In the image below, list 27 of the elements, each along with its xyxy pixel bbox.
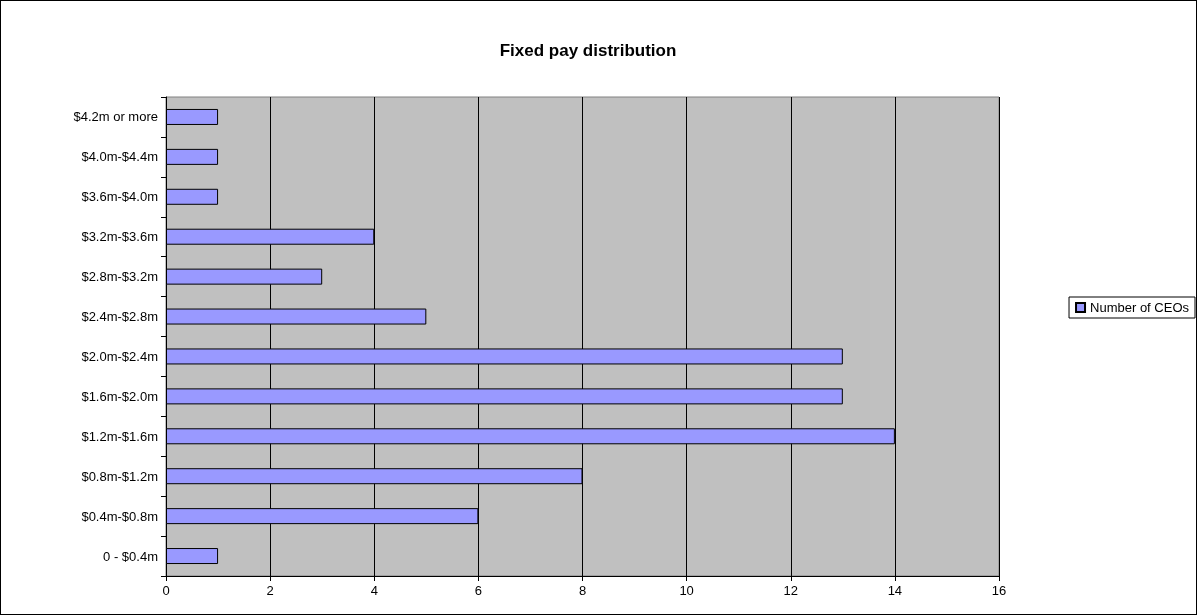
y-tick-label: $1.6m-$2.0m bbox=[81, 388, 158, 404]
x-tick-label: 2 bbox=[266, 583, 274, 598]
x-tick-label: 0 bbox=[162, 583, 170, 598]
x-tick-label: 10 bbox=[679, 583, 694, 598]
bar bbox=[166, 108, 219, 125]
y-tick-label: $3.6m-$4.0m bbox=[81, 189, 158, 205]
bar bbox=[166, 548, 219, 565]
x-tick-label: 6 bbox=[474, 583, 482, 598]
bar bbox=[166, 148, 219, 165]
y-tick-label: $4.0m-$4.4m bbox=[81, 149, 158, 165]
legend-label: Number of CEOs bbox=[1090, 300, 1190, 315]
bar bbox=[166, 188, 219, 205]
y-tick-label: $0.8m-$1.2m bbox=[81, 468, 158, 484]
y-tick-label: $1.2m-$1.6m bbox=[81, 428, 158, 444]
x-tick-label: 12 bbox=[783, 583, 798, 598]
x-tick-label: 16 bbox=[991, 583, 1007, 598]
y-tick-label: 0 - $0.4m bbox=[103, 548, 158, 564]
y-tick-label: $2.4m-$2.8m bbox=[81, 309, 158, 325]
x-tick-label: 4 bbox=[370, 583, 378, 598]
y-tick-label: $0.4m-$0.8m bbox=[81, 508, 158, 524]
y-tick-label: $3.2m-$3.6m bbox=[81, 229, 158, 245]
chart-title: Fixed pay distribution bbox=[499, 41, 677, 60]
y-tick-label: $2.8m-$3.2m bbox=[81, 269, 158, 285]
y-tick-label: $2.0m-$2.4m bbox=[81, 348, 158, 364]
x-tick-label: 8 bbox=[578, 583, 587, 598]
x-tick-label: 14 bbox=[887, 583, 903, 598]
y-tick-label: $4.2m or more bbox=[73, 109, 158, 125]
